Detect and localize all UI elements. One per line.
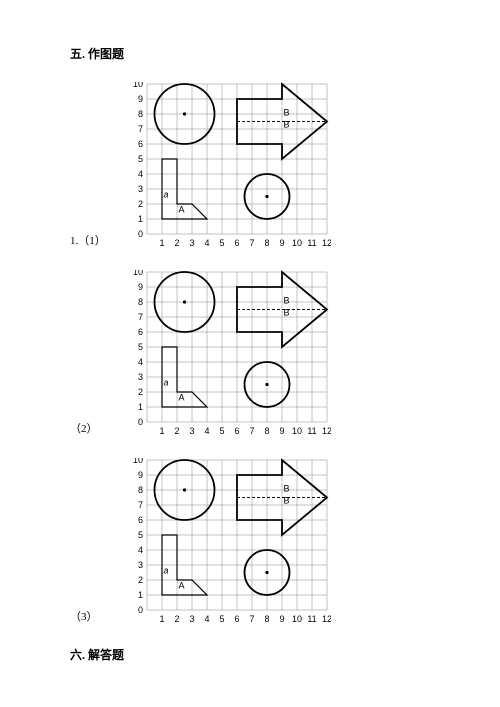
grid-figure: 012345678910123456789101112AaBB — [125, 458, 331, 628]
svg-text:1: 1 — [138, 402, 143, 412]
figure-block-3: （3）012345678910123456789101112AaBB — [70, 458, 440, 628]
svg-text:4: 4 — [204, 238, 209, 248]
svg-text:8: 8 — [264, 238, 269, 248]
svg-text:2: 2 — [174, 426, 179, 436]
svg-text:6: 6 — [138, 515, 143, 525]
svg-text:4: 4 — [138, 169, 143, 179]
svg-text:A: A — [179, 392, 185, 402]
svg-text:6: 6 — [138, 139, 143, 149]
svg-text:1: 1 — [159, 426, 164, 436]
svg-text:7: 7 — [249, 426, 254, 436]
svg-text:12: 12 — [322, 238, 331, 248]
svg-text:3: 3 — [138, 184, 143, 194]
svg-text:A: A — [179, 580, 185, 590]
grid-figure: 012345678910123456789101112AaBB — [125, 270, 331, 440]
svg-text:a: a — [164, 189, 169, 199]
svg-text:8: 8 — [264, 614, 269, 624]
svg-text:a: a — [164, 377, 169, 387]
svg-text:1: 1 — [138, 214, 143, 224]
svg-text:6: 6 — [234, 426, 239, 436]
svg-text:7: 7 — [249, 614, 254, 624]
svg-text:0: 0 — [138, 605, 143, 615]
svg-text:9: 9 — [138, 94, 143, 104]
svg-text:12: 12 — [322, 426, 331, 436]
svg-text:B: B — [284, 296, 290, 306]
svg-text:3: 3 — [138, 372, 143, 382]
svg-text:10: 10 — [292, 238, 302, 248]
svg-text:B: B — [284, 496, 290, 506]
svg-text:B: B — [284, 308, 290, 318]
svg-text:9: 9 — [279, 614, 284, 624]
figure-label: （3） — [70, 608, 125, 628]
svg-text:4: 4 — [204, 614, 209, 624]
svg-text:11: 11 — [307, 238, 316, 248]
svg-text:3: 3 — [189, 238, 194, 248]
svg-text:a: a — [164, 565, 169, 575]
svg-text:4: 4 — [204, 426, 209, 436]
figure-block-2: （2）012345678910123456789101112AaBB — [70, 270, 440, 440]
svg-text:4: 4 — [138, 357, 143, 367]
svg-text:10: 10 — [133, 270, 143, 277]
svg-text:2: 2 — [138, 199, 143, 209]
section-5-title: 五. 作图题 — [70, 45, 440, 62]
svg-text:5: 5 — [219, 426, 224, 436]
svg-text:1: 1 — [159, 238, 164, 248]
svg-text:9: 9 — [279, 238, 284, 248]
svg-text:B: B — [284, 108, 290, 118]
svg-text:8: 8 — [138, 109, 143, 119]
svg-text:10: 10 — [133, 458, 143, 465]
svg-text:6: 6 — [234, 238, 239, 248]
svg-text:7: 7 — [138, 124, 143, 134]
svg-text:9: 9 — [138, 282, 143, 292]
svg-text:11: 11 — [307, 614, 316, 624]
svg-text:3: 3 — [189, 614, 194, 624]
figure-label: 1.（1） — [70, 232, 125, 252]
svg-text:1: 1 — [159, 614, 164, 624]
svg-text:3: 3 — [138, 560, 143, 570]
svg-text:7: 7 — [249, 238, 254, 248]
svg-text:A: A — [179, 204, 185, 214]
section-6-title: 六. 解答题 — [70, 646, 440, 663]
svg-text:9: 9 — [279, 426, 284, 436]
svg-text:2: 2 — [138, 575, 143, 585]
svg-text:8: 8 — [138, 297, 143, 307]
svg-text:10: 10 — [133, 82, 143, 89]
svg-text:10: 10 — [292, 614, 302, 624]
svg-text:2: 2 — [174, 238, 179, 248]
svg-text:8: 8 — [138, 485, 143, 495]
svg-text:11: 11 — [307, 426, 316, 436]
svg-text:4: 4 — [138, 545, 143, 555]
svg-text:B: B — [284, 120, 290, 130]
svg-text:2: 2 — [138, 387, 143, 397]
svg-text:2: 2 — [174, 614, 179, 624]
figure-block-1: 1.（1）012345678910123456789101112AaBB — [70, 82, 440, 252]
svg-text:3: 3 — [189, 426, 194, 436]
svg-text:5: 5 — [219, 238, 224, 248]
grid-figure: 012345678910123456789101112AaBB — [125, 82, 331, 252]
svg-text:8: 8 — [264, 426, 269, 436]
svg-text:7: 7 — [138, 500, 143, 510]
svg-text:0: 0 — [138, 229, 143, 239]
svg-text:0: 0 — [138, 417, 143, 427]
svg-text:7: 7 — [138, 312, 143, 322]
svg-text:B: B — [284, 484, 290, 494]
svg-text:9: 9 — [138, 470, 143, 480]
svg-text:1: 1 — [138, 590, 143, 600]
figure-label: （2） — [70, 420, 125, 440]
svg-text:6: 6 — [138, 327, 143, 337]
svg-text:5: 5 — [138, 530, 143, 540]
svg-text:12: 12 — [322, 614, 331, 624]
svg-text:5: 5 — [219, 614, 224, 624]
figures-container: 1.（1）012345678910123456789101112AaBB（2）0… — [70, 82, 440, 628]
svg-text:5: 5 — [138, 342, 143, 352]
svg-text:5: 5 — [138, 154, 143, 164]
svg-text:10: 10 — [292, 426, 302, 436]
svg-text:6: 6 — [234, 614, 239, 624]
